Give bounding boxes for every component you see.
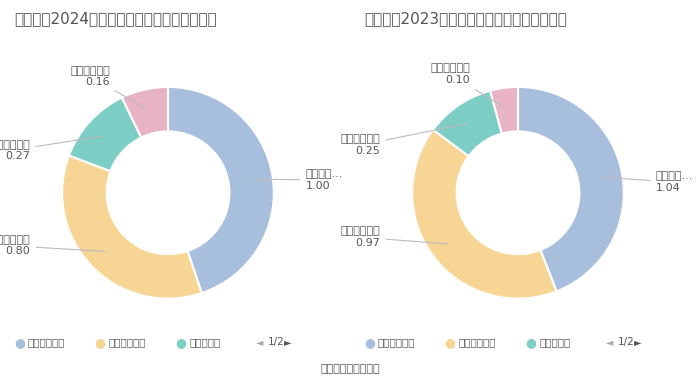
Wedge shape: [412, 130, 556, 299]
Text: 降膜式换热器
0.10: 降膜式换热器 0.10: [430, 64, 505, 107]
Text: ►: ►: [284, 337, 291, 347]
Text: 套管式换...
1.00: 套管式换... 1.00: [254, 169, 343, 191]
Wedge shape: [168, 87, 274, 293]
Text: ●: ●: [14, 336, 25, 349]
Text: 套管式换热器: 套管式换热器: [378, 337, 416, 347]
Text: 套管式换热器: 套管式换热器: [28, 337, 66, 347]
Text: 数据来源：恒生聚源: 数据来源：恒生聚源: [320, 364, 380, 374]
Text: ●: ●: [175, 336, 186, 349]
Wedge shape: [62, 156, 202, 299]
Text: ●: ●: [444, 336, 456, 349]
Wedge shape: [69, 98, 141, 171]
Text: 降膜式换热器
0.16: 降膜式换热器 0.16: [70, 65, 147, 109]
Text: 分配器及其: 分配器及其: [539, 337, 570, 347]
Text: 壳管式换热器
0.97: 壳管式换热器 0.97: [341, 226, 448, 248]
Text: ►: ►: [634, 337, 641, 347]
Text: 1/2: 1/2: [618, 337, 635, 347]
Wedge shape: [490, 87, 518, 133]
Text: 壳管式换热器
0.80: 壳管式换热器 0.80: [0, 235, 104, 257]
Text: ●: ●: [364, 336, 375, 349]
Text: ●: ●: [94, 336, 106, 349]
Text: 1/2: 1/2: [268, 337, 285, 347]
Text: 英特科技2023年上半年营业收入构成（亿元）: 英特科技2023年上半年营业收入构成（亿元）: [364, 11, 567, 26]
Text: 分配器及其他
0.27: 分配器及其他 0.27: [0, 136, 103, 161]
Text: ●: ●: [525, 336, 536, 349]
Text: 英特科技2024年上半年营业收入构成（亿元）: 英特科技2024年上半年营业收入构成（亿元）: [14, 11, 217, 26]
Wedge shape: [122, 87, 168, 138]
Text: 壳管式换热器: 壳管式换热器: [108, 337, 146, 347]
Text: 分配器及其他
0.25: 分配器及其他 0.25: [341, 123, 468, 156]
Wedge shape: [518, 87, 624, 291]
Text: 壳管式换热器: 壳管式换热器: [458, 337, 496, 347]
Wedge shape: [433, 91, 502, 156]
Text: ◄: ◄: [256, 337, 263, 347]
Text: ◄: ◄: [606, 337, 613, 347]
Text: 分配器及其: 分配器及其: [189, 337, 220, 347]
Text: 套管式换...
1.04: 套管式换... 1.04: [604, 171, 693, 193]
